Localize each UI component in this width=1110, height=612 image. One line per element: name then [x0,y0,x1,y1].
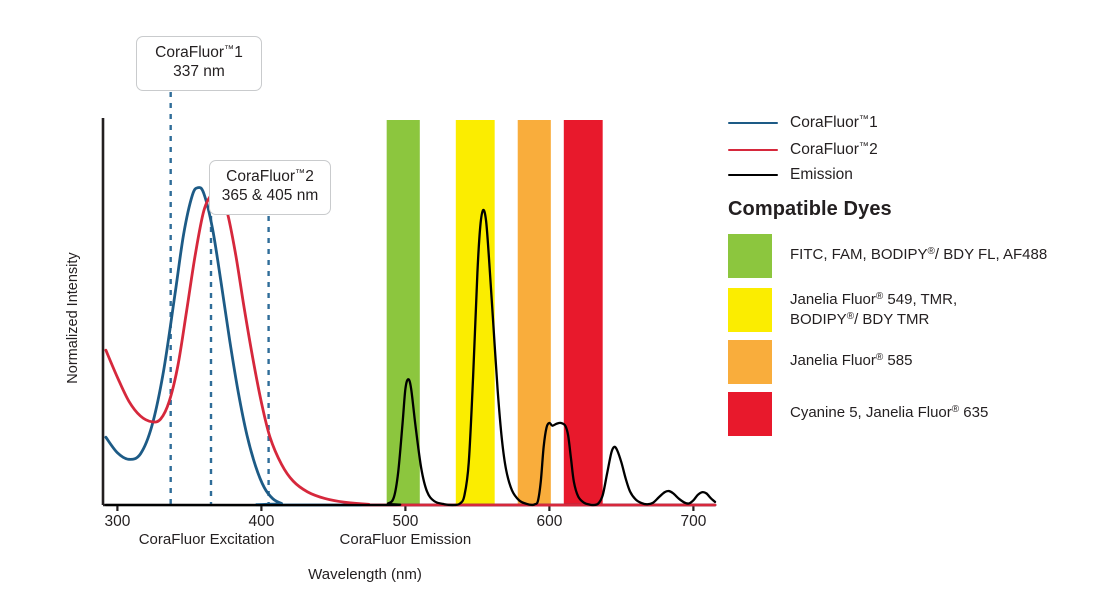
trademark-glyph: ™ [858,114,870,125]
legend-series-label: CoraFluor™2 [790,141,878,158]
spectra-chart: CoraFluor™1 337 nm CoraFluor™2 365 & 405… [65,36,717,583]
marker-lines-group [169,92,270,505]
curve-corafluor1 [104,186,717,507]
x-tick-label-400: 400 [248,513,275,530]
x-tick-label-300: 300 [104,513,131,530]
dye-color-swatch [728,288,772,332]
callout-cf1-line2: 337 nm [173,62,225,80]
registered-glyph: ® [927,246,935,257]
orange-band [517,120,551,505]
dye-label-line: Janelia Fluor® 549, TMR, [790,291,958,308]
dye-row-4[interactable]: Cyanine 5, Janelia Fluor® 635 [728,392,988,436]
y-axis-title: Normalized Intensity [65,252,81,384]
registered-glyph: ® [875,291,884,302]
dye-label-line: Janelia Fluor® 585 [790,352,913,369]
dye-label: Cyanine 5, Janelia Fluor® 635 [790,392,988,423]
legend-line-swatch [728,121,778,125]
trademark-glyph: ™ [295,168,306,179]
legend-series-label: Emission [790,166,853,183]
dye-label: Janelia Fluor® 585 [790,340,912,371]
dye-label-line: Cyanine 5, Janelia Fluor® 635 [790,404,989,421]
registered-glyph: ® [875,352,884,363]
curve-emission [104,208,717,507]
excitation-region-label: CoraFluor Excitation [138,531,275,548]
x-tick-label-700: 700 [680,513,707,530]
dye-row-3[interactable]: Janelia Fluor® 585 [728,340,912,384]
callout-cf2-line2: 365 & 405 nm [221,186,319,204]
dye-row-1[interactable]: FITC, FAM, BODIPY®/ BDY FL, AF488 [728,234,1047,278]
callout-corafluor-2: CoraFluor™2 365 & 405 nm [209,160,331,215]
legend-series-row-2[interactable]: CoraFluor™2 [728,139,878,161]
registered-glyph: ® [846,310,855,322]
legend-series-row-1[interactable]: CoraFluor™1 [728,112,878,134]
legend-series-label: CoraFluor™1 [790,114,878,131]
curve-corafluor2 [104,189,717,507]
trademark-glyph: ™ [858,141,870,152]
emission-region-label: CoraFluor Emission [339,531,472,548]
x-axis-title: Wavelength (nm) [308,566,422,583]
registered-glyph: ® [951,404,960,415]
legend-panel: CoraFluor™1 CoraFluor™2 Emission Compatibl… [728,0,1110,612]
compatible-dyes-heading: Compatible Dyes [728,198,892,220]
callout-corafluor-1: CoraFluor™1 337 nm [136,36,262,91]
legend-series-row-3[interactable]: Emission [728,164,853,186]
red-band [563,120,603,505]
x-tick-label-600: 600 [536,513,563,530]
dye-label: FITC, FAM, BODIPY®/ BDY FL, AF488 [790,234,1047,265]
spectra-curves-group [104,186,717,507]
dye-color-swatch [728,340,772,384]
dye-label: Janelia Fluor® 549, TMR, BODIPY®/ BDY TMR [790,288,957,330]
x-tick-label-500: 500 [392,513,419,530]
callout-cf1-line1: CoraFluor™1 [155,44,243,61]
dye-row-2[interactable]: Janelia Fluor® 549, TMR, BODIPY®/ BDY TMR [728,288,957,332]
dye-color-swatch [728,234,772,278]
legend-line-swatch [728,148,778,152]
callout-cf2-line1: CoraFluor™2 [226,168,314,185]
dye-label-line: BODIPY®/ BDY TMR [790,310,930,328]
trademark-glyph: ™ [224,44,235,55]
legend-line-swatch [728,173,778,177]
green-band [386,120,420,505]
dye-color-swatch [728,392,772,436]
dye-label-line: FITC, FAM, BODIPY®/ BDY FL, AF488 [790,246,1048,263]
plot-canvas [101,92,717,511]
